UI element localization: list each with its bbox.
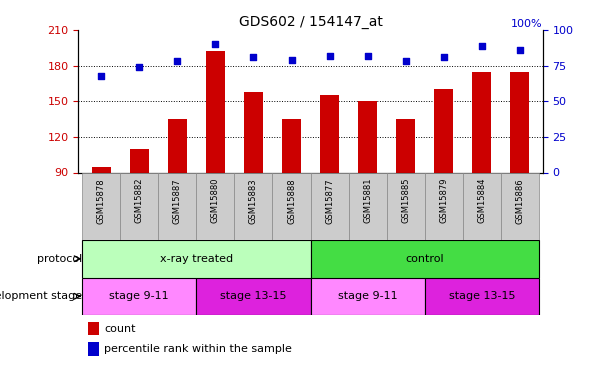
Title: GDS602 / 154147_at: GDS602 / 154147_at: [239, 15, 382, 29]
Bar: [87, 322, 99, 335]
Text: GSM15879: GSM15879: [439, 178, 448, 224]
Point: [248, 54, 258, 60]
Bar: [82, 172, 120, 240]
Bar: [311, 240, 539, 278]
Bar: [197, 278, 311, 315]
Text: stage 9-11: stage 9-11: [338, 291, 397, 301]
Bar: [472, 72, 491, 172]
Bar: [282, 119, 301, 172]
Text: development stage: development stage: [0, 291, 82, 301]
Text: GSM15886: GSM15886: [516, 178, 525, 224]
Text: GSM15882: GSM15882: [135, 178, 144, 224]
Bar: [120, 172, 159, 240]
Bar: [197, 172, 235, 240]
Bar: [159, 172, 197, 240]
Text: GSM15880: GSM15880: [211, 178, 220, 224]
Point: [96, 73, 106, 79]
Point: [210, 41, 220, 47]
Text: stage 13-15: stage 13-15: [220, 291, 286, 301]
Bar: [311, 172, 349, 240]
Bar: [425, 278, 539, 315]
Point: [477, 43, 487, 49]
Bar: [87, 342, 99, 355]
Bar: [349, 172, 387, 240]
Text: 100%: 100%: [511, 19, 543, 28]
Bar: [92, 166, 111, 172]
Text: GSM15881: GSM15881: [363, 178, 372, 224]
Bar: [273, 172, 311, 240]
Bar: [311, 278, 425, 315]
Bar: [434, 89, 453, 172]
Bar: [235, 172, 273, 240]
Bar: [244, 92, 263, 172]
Bar: [82, 240, 311, 278]
Bar: [387, 172, 425, 240]
Point: [515, 47, 525, 53]
Text: count: count: [104, 324, 136, 333]
Point: [286, 57, 296, 63]
Point: [401, 58, 411, 64]
Text: GSM15878: GSM15878: [96, 178, 106, 224]
Text: control: control: [405, 254, 444, 264]
Point: [172, 58, 182, 64]
Point: [439, 54, 449, 60]
Bar: [501, 172, 539, 240]
Text: stage 13-15: stage 13-15: [449, 291, 515, 301]
Text: GSM15883: GSM15883: [249, 178, 258, 224]
Bar: [358, 101, 377, 172]
Bar: [168, 119, 187, 172]
Bar: [320, 95, 339, 172]
Text: GSM15884: GSM15884: [478, 178, 486, 224]
Text: GSM15887: GSM15887: [173, 178, 182, 224]
Text: GSM15877: GSM15877: [325, 178, 334, 224]
Text: GSM15888: GSM15888: [287, 178, 296, 224]
Text: percentile rank within the sample: percentile rank within the sample: [104, 344, 292, 354]
Bar: [463, 172, 501, 240]
Bar: [396, 119, 415, 172]
Text: x-ray treated: x-ray treated: [160, 254, 233, 264]
Point: [363, 53, 373, 58]
Point: [325, 53, 335, 58]
Bar: [510, 72, 529, 172]
Bar: [206, 51, 225, 172]
Bar: [130, 149, 149, 172]
Text: GSM15885: GSM15885: [401, 178, 410, 224]
Text: stage 9-11: stage 9-11: [110, 291, 169, 301]
Bar: [82, 278, 197, 315]
Text: protocol: protocol: [37, 254, 82, 264]
Bar: [425, 172, 463, 240]
Point: [134, 64, 144, 70]
